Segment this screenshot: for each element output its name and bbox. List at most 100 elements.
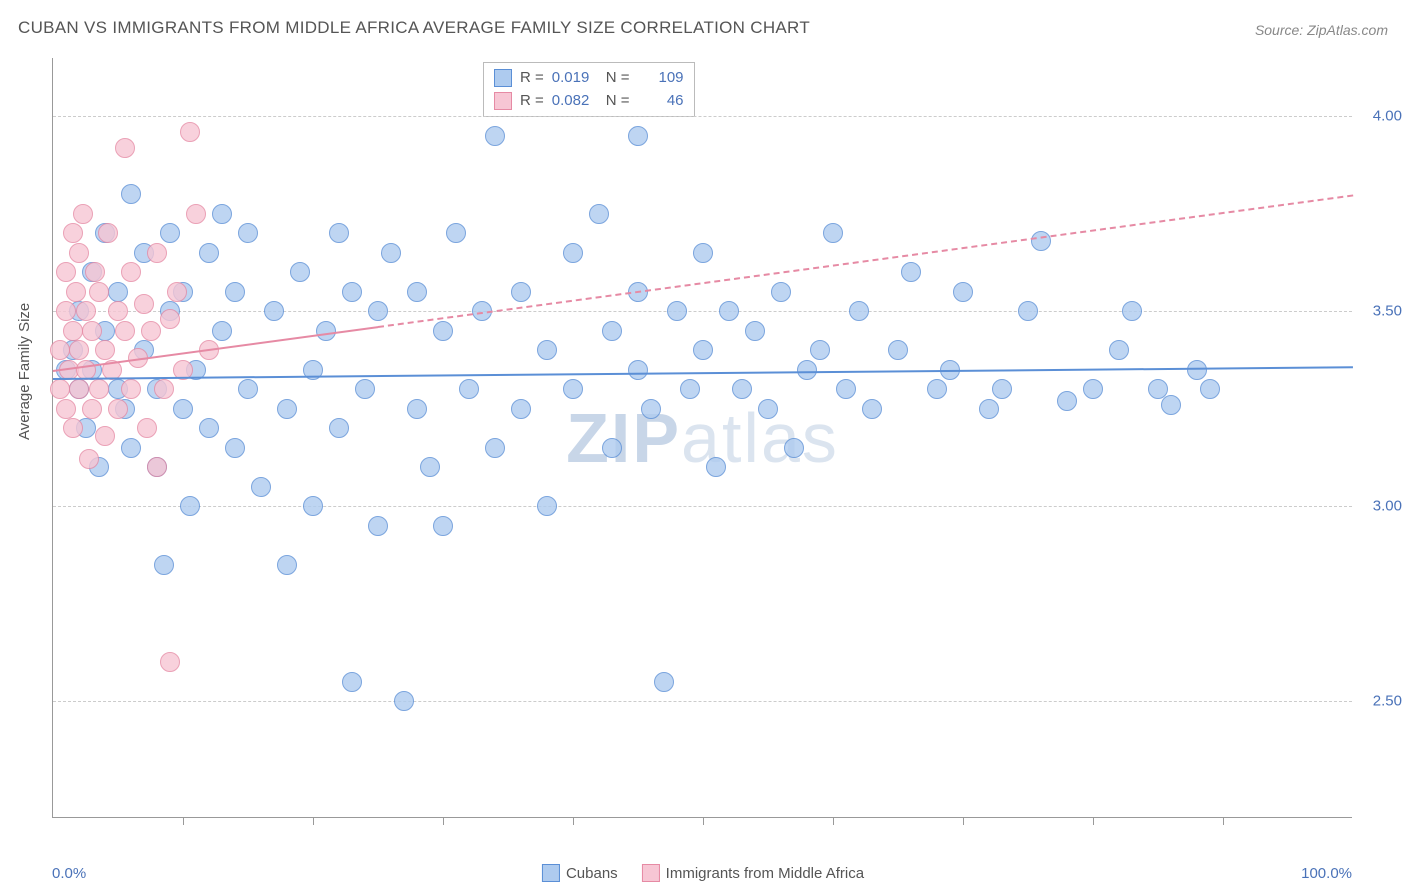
data-point xyxy=(381,243,401,263)
data-point xyxy=(316,321,336,341)
data-point xyxy=(121,438,141,458)
data-point xyxy=(199,243,219,263)
data-point xyxy=(485,126,505,146)
data-point xyxy=(290,262,310,282)
data-point xyxy=(264,301,284,321)
data-point xyxy=(212,321,232,341)
data-point xyxy=(836,379,856,399)
data-point xyxy=(355,379,375,399)
data-point xyxy=(50,340,70,360)
data-point xyxy=(329,223,349,243)
data-point xyxy=(602,438,622,458)
data-point xyxy=(186,204,206,224)
data-point xyxy=(953,282,973,302)
data-point xyxy=(680,379,700,399)
data-point xyxy=(63,321,83,341)
x-tick xyxy=(573,817,574,825)
data-point xyxy=(277,555,297,575)
data-point xyxy=(1057,391,1077,411)
data-point xyxy=(667,301,687,321)
data-point xyxy=(277,399,297,419)
data-point xyxy=(56,399,76,419)
legend-swatch xyxy=(494,69,512,87)
stat-r-value: 0.019 xyxy=(552,67,598,90)
gridline xyxy=(53,116,1352,117)
x-axis-max-label: 100.0% xyxy=(1301,865,1352,882)
stat-n-value: 46 xyxy=(638,90,684,113)
data-point xyxy=(407,282,427,302)
data-point xyxy=(901,262,921,282)
data-point xyxy=(121,262,141,282)
gridline xyxy=(53,506,1352,507)
x-tick xyxy=(313,817,314,825)
data-point xyxy=(154,555,174,575)
data-point xyxy=(63,418,83,438)
data-point xyxy=(63,223,83,243)
data-point xyxy=(511,282,531,302)
legend-swatch xyxy=(642,864,660,882)
trend-line xyxy=(53,366,1353,380)
source-attribution: Source: ZipAtlas.com xyxy=(1255,22,1388,38)
data-point xyxy=(238,223,258,243)
data-point xyxy=(69,340,89,360)
data-point xyxy=(706,457,726,477)
data-point xyxy=(1018,301,1038,321)
data-point xyxy=(85,262,105,282)
data-point xyxy=(134,294,154,314)
data-point xyxy=(115,138,135,158)
data-point xyxy=(251,477,271,497)
data-point xyxy=(628,126,648,146)
y-tick-label: 2.50 xyxy=(1373,693,1402,710)
data-point xyxy=(563,243,583,263)
data-point xyxy=(1031,231,1051,251)
data-point xyxy=(69,243,89,263)
data-point xyxy=(693,243,713,263)
data-point xyxy=(368,516,388,536)
data-point xyxy=(212,204,232,224)
data-point xyxy=(95,340,115,360)
data-point xyxy=(459,379,479,399)
data-point xyxy=(108,301,128,321)
stats-legend: R =0.019N =109R =0.082N =46 xyxy=(483,62,695,117)
stat-n-label: N = xyxy=(606,67,630,90)
data-point xyxy=(82,399,102,419)
chart-title: CUBAN VS IMMIGRANTS FROM MIDDLE AFRICA A… xyxy=(18,18,810,38)
data-point xyxy=(485,438,505,458)
data-point xyxy=(602,321,622,341)
bottom-legend: CubansImmigrants from Middle Africa xyxy=(542,864,864,882)
data-point xyxy=(180,496,200,516)
gridline xyxy=(53,311,1352,312)
stats-row: R =0.019N =109 xyxy=(494,67,684,90)
data-point xyxy=(862,399,882,419)
data-point xyxy=(89,379,109,399)
data-point xyxy=(563,379,583,399)
data-point xyxy=(888,340,908,360)
stats-row: R =0.082N =46 xyxy=(494,90,684,113)
data-point xyxy=(433,321,453,341)
data-point xyxy=(1083,379,1103,399)
stat-n-value: 109 xyxy=(638,67,684,90)
data-point xyxy=(76,301,96,321)
data-point xyxy=(1187,360,1207,380)
data-point xyxy=(154,379,174,399)
x-axis-min-label: 0.0% xyxy=(52,865,86,882)
x-tick xyxy=(833,817,834,825)
data-point xyxy=(50,379,70,399)
data-point xyxy=(992,379,1012,399)
data-point xyxy=(121,184,141,204)
data-point xyxy=(329,418,349,438)
data-point xyxy=(160,223,180,243)
data-point xyxy=(69,379,89,399)
data-point xyxy=(108,399,128,419)
data-point xyxy=(823,223,843,243)
y-axis-label: Average Family Size xyxy=(16,303,33,440)
data-point xyxy=(732,379,752,399)
data-point xyxy=(1109,340,1129,360)
data-point xyxy=(225,282,245,302)
data-point xyxy=(407,399,427,419)
data-point xyxy=(342,282,362,302)
data-point xyxy=(745,321,765,341)
y-tick-label: 3.00 xyxy=(1373,498,1402,515)
data-point xyxy=(199,418,219,438)
data-point xyxy=(108,282,128,302)
